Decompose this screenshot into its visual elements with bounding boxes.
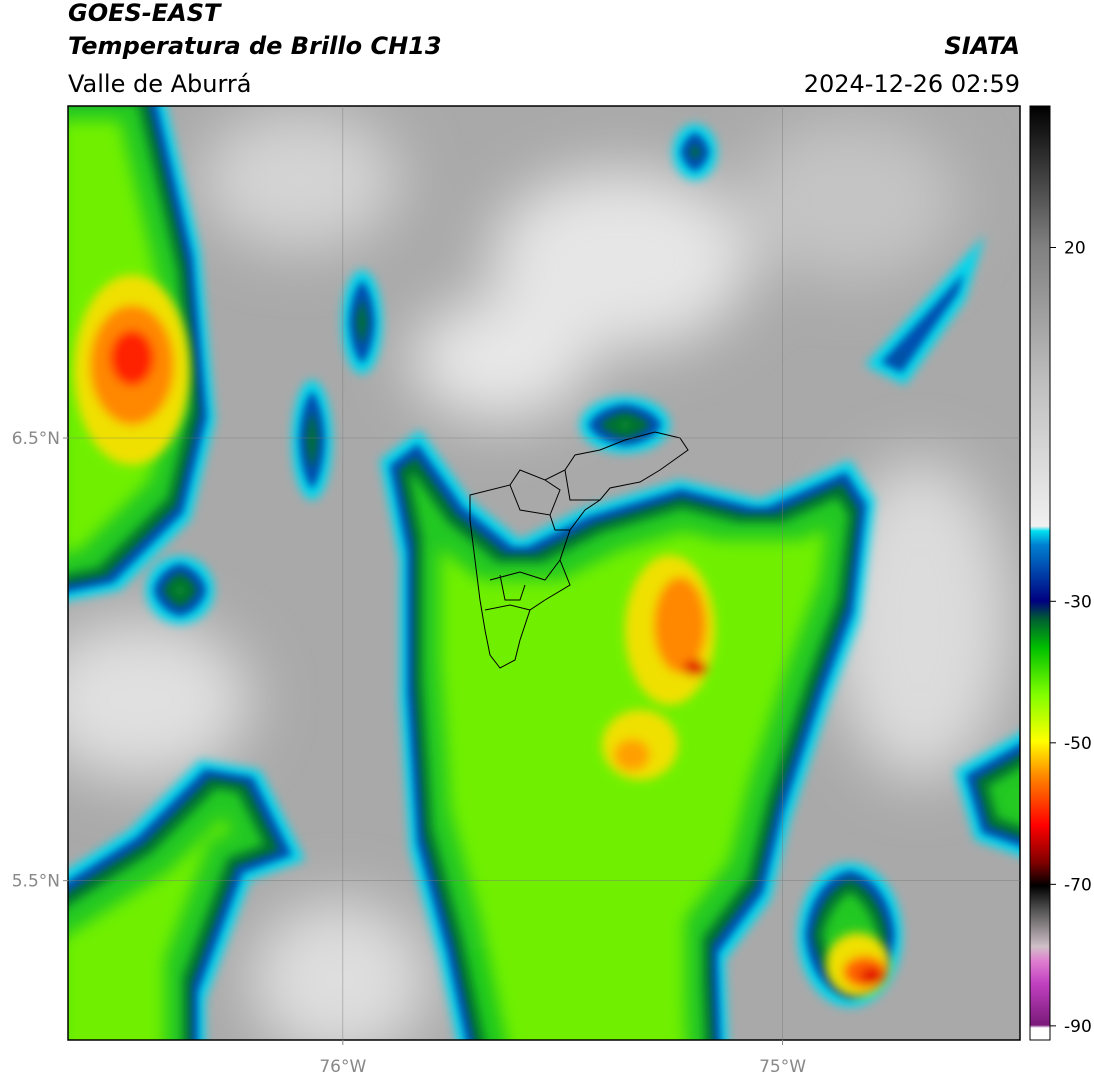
colorbar [1029, 105, 1051, 1041]
municipality-borders [469, 431, 689, 669]
product-name: Temperatura de Brillo CH13 [68, 32, 442, 60]
y-tick-label: 5.5°N [12, 872, 60, 892]
agency: SIATA [944, 32, 1020, 60]
y-tick-label: 6.5°N [12, 429, 60, 449]
colorbar-tick-label: -90 [1064, 1017, 1092, 1037]
colorbar-tick-label: -30 [1064, 592, 1092, 612]
region-name: Valle de Aburrá [68, 70, 252, 98]
colorbar-tick-label: -70 [1064, 875, 1092, 895]
x-tick-label: 75°W [759, 1057, 806, 1077]
satellite-image [68, 106, 1020, 1040]
satellite-name: GOES-EAST [68, 0, 222, 27]
datetime: 2024-12-26 02:59 [804, 70, 1020, 98]
colorbar-tick-label: -50 [1064, 734, 1092, 754]
map-frame [67, 105, 1021, 1041]
x-tick-label: 76°W [319, 1057, 366, 1077]
colorbar-tick-label: 20 [1064, 239, 1086, 259]
